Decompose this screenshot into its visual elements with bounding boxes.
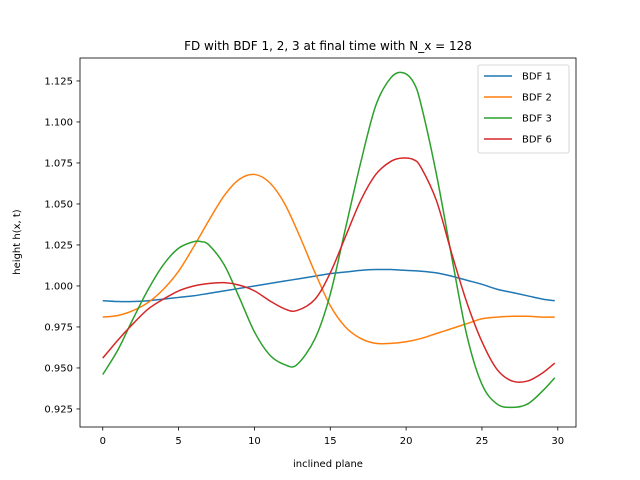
plot-frame (79, 57, 577, 428)
y-tick-label: 0.975 (44, 322, 73, 333)
x-tick-label: 5 (175, 436, 181, 447)
legend-label-4: BDF 6 (522, 135, 552, 146)
x-axis-label: inclined plane (293, 459, 363, 470)
x-tick-label: 20 (400, 436, 413, 447)
x-tick-label: 25 (476, 436, 489, 447)
y-tick-label: 1.125 (44, 76, 73, 87)
y-tick-label: 0.925 (44, 404, 73, 415)
series-line-2 (102, 173, 555, 345)
legend-label-3: BDF 3 (522, 114, 552, 125)
legend: BDF 1 BDF 2 BDF 3 BDF 6 (477, 64, 570, 154)
plot-lines (102, 71, 556, 409)
legend-box (477, 64, 570, 154)
y-tick-label: 1.000 (44, 281, 73, 292)
y-tick-label: 0.950 (44, 363, 73, 374)
y-tick-label: 1.075 (44, 158, 73, 169)
y-tick-label: 1.050 (44, 199, 73, 210)
y-tick-label: 1.100 (44, 117, 73, 128)
x-tick-label: 0 (100, 436, 106, 447)
y-axis: 0.925 0.950 0.975 1.000 1.025 1.050 1.075 1.100… (44, 76, 80, 415)
y-axis-label: height h(x, t) (12, 209, 23, 274)
x-tick-label: 15 (324, 436, 337, 447)
x-axis: 0 5 10 15 20 25 30 (100, 427, 564, 447)
y-tick-label: 1.025 (44, 240, 73, 251)
series-line-3 (102, 71, 556, 409)
legend-label-2: BDF 2 (522, 93, 552, 104)
x-tick-label: 30 (551, 436, 564, 447)
chart-title: FD with BDF 1, 2, 3 at final time with N… (184, 39, 472, 53)
x-tick-label: 10 (248, 436, 261, 447)
series-line-4 (102, 157, 556, 384)
legend-label-1: BDF 1 (522, 72, 552, 83)
